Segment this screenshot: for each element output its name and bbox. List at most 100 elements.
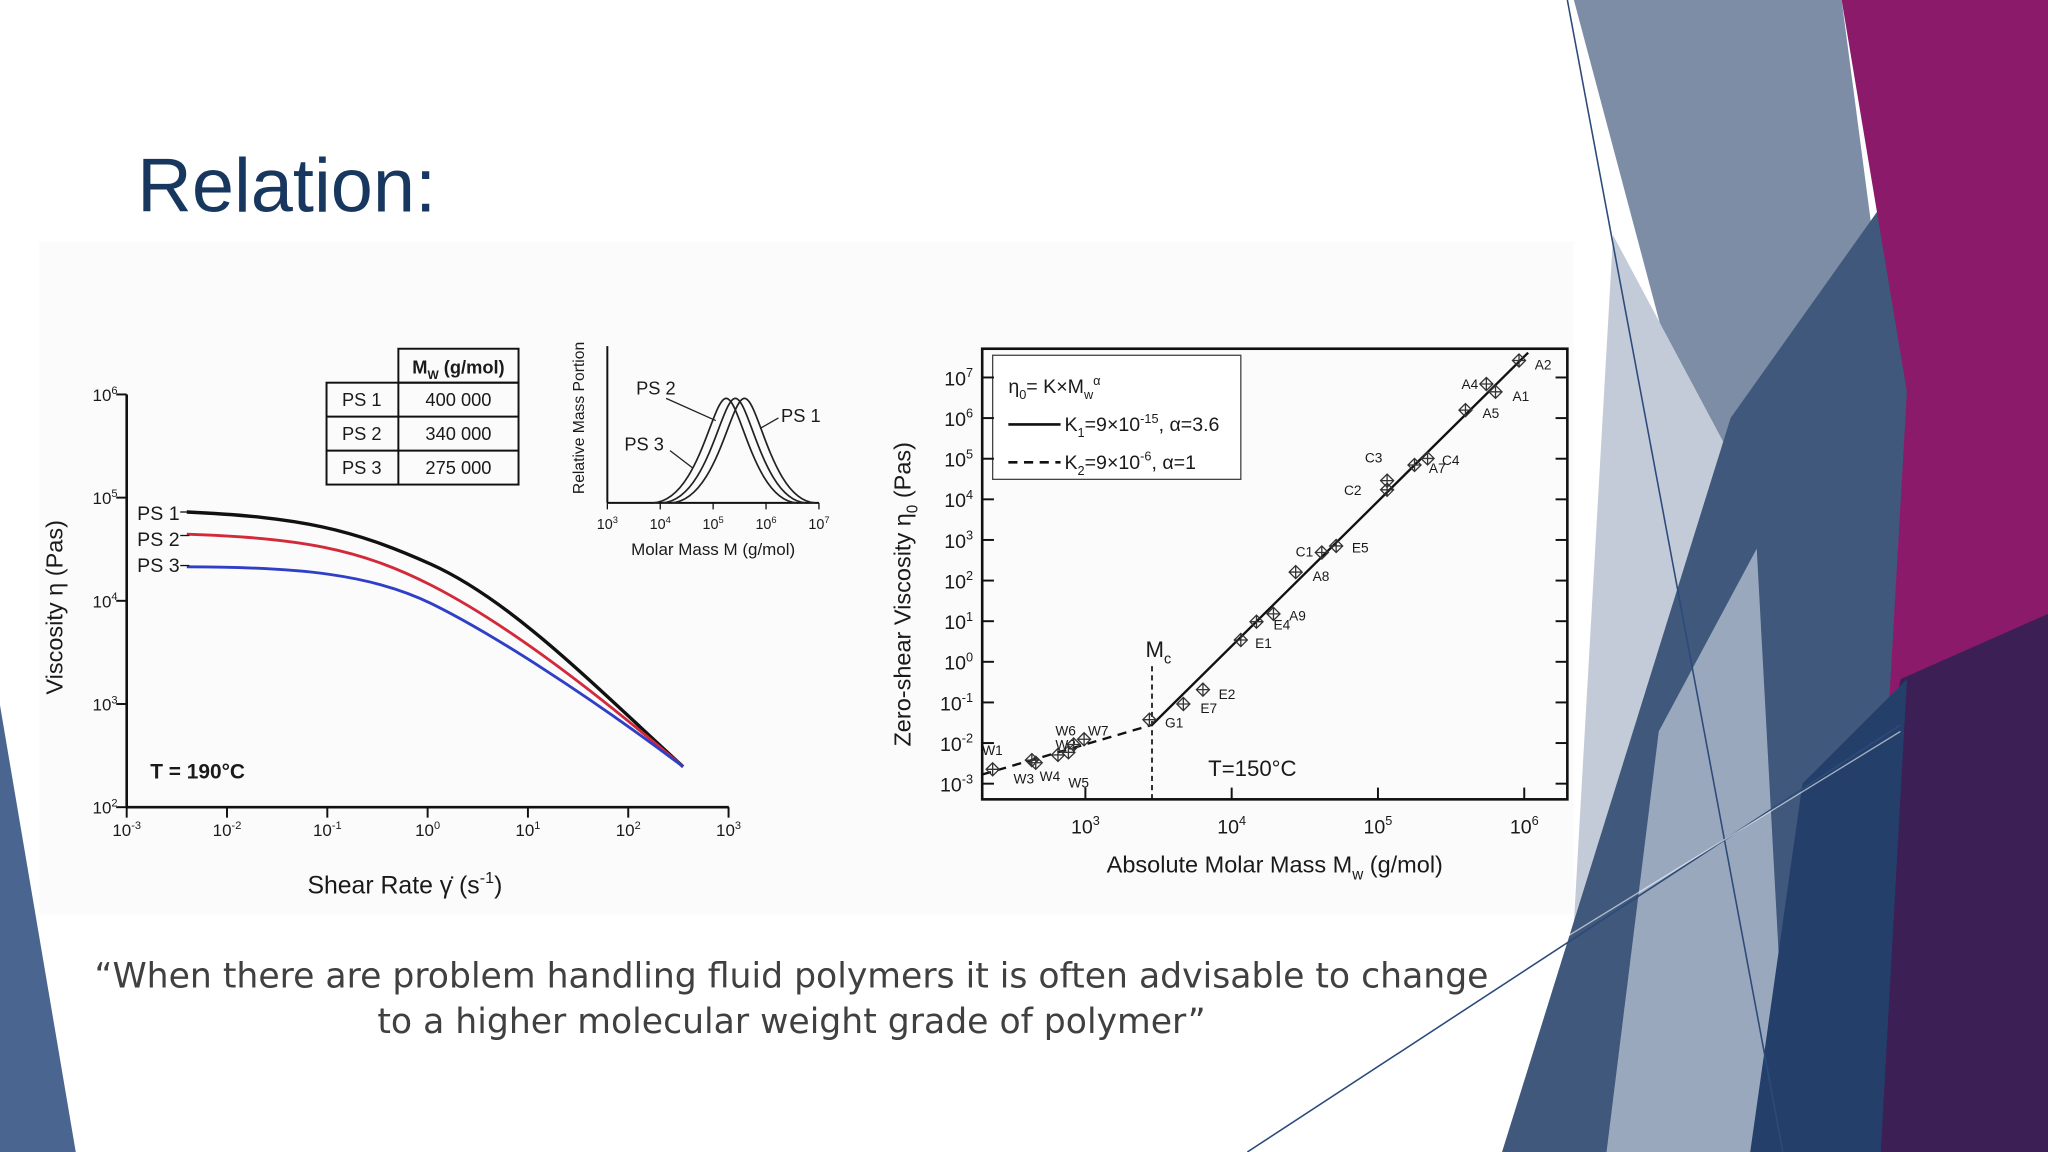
data-point [1458, 402, 1473, 418]
data-point [1511, 353, 1527, 368]
inset-curve [662, 397, 806, 504]
fit-dashed [981, 723, 1153, 776]
x-tick-label-part: 10 [313, 821, 332, 840]
y-tick-label-part: 10 [944, 653, 966, 675]
data-point [1195, 682, 1211, 698]
inset-x-tick-label-part: 4 [666, 515, 671, 525]
inset-x-tick-label: 106 [755, 515, 776, 533]
point-label: C1 [1296, 544, 1314, 559]
y-tick-label: 10-3 [940, 771, 973, 796]
data-point [1141, 712, 1157, 728]
point-label: E5 [1352, 540, 1369, 555]
point-label: W1 [982, 743, 1003, 758]
y-tick-label-part: -1 [962, 690, 973, 705]
x-tick-label-part: 0 [434, 820, 440, 832]
inset-x-tick-label-part: 10 [755, 517, 771, 533]
zero-shear-figure: 103 104 105 10610710610510410310210110010-1… [889, 347, 1569, 884]
x-tick-label: 104 [1217, 813, 1246, 838]
leader [669, 450, 693, 469]
y-axis-label: Zero-shear Viscosity η0 (Pas) [889, 442, 921, 747]
table-header-part: (g/mol) [439, 357, 505, 378]
x-tick-label-part: 10 [616, 821, 635, 840]
y-tick-label-part: 10 [93, 592, 112, 611]
x-axis-label-part: Absolute Molar Mass M [1107, 851, 1353, 877]
y-tick-label: 102 [93, 798, 118, 818]
point-label: C3 [1365, 450, 1383, 465]
inset-curve [671, 397, 816, 504]
x-tick-label: 102 [616, 820, 641, 840]
data-point [1478, 376, 1494, 392]
data-point [1407, 457, 1422, 473]
y-tick-label-part: 4 [111, 591, 117, 603]
x-tick-label: 103 [1071, 813, 1100, 838]
inset-x-tick-label: 105 [703, 515, 724, 533]
data-point [1076, 731, 1092, 747]
data-point [1066, 737, 1082, 752]
y-tick-label: 104 [944, 487, 973, 512]
y-tick-label-part: 2 [966, 568, 973, 583]
point-label: E2 [1219, 687, 1236, 702]
legend-entry-part: 1 [1078, 425, 1085, 440]
decor-shape [1606, 548, 1790, 1152]
inset-x-tick-label: 104 [650, 515, 671, 533]
x-tick-label-part: -3 [131, 820, 141, 832]
y-tick-label-part: 10 [940, 775, 962, 797]
data-point [1488, 384, 1503, 400]
critical-label: Mc [1145, 637, 1171, 668]
x-tick-label: 10-2 [213, 820, 242, 840]
table-cell: 275 000 [425, 457, 491, 478]
legend-entry: η0= K×Mwα [1008, 373, 1100, 402]
inset-x-tick-label-part: 10 [703, 517, 719, 533]
x-tick-label: 100 [415, 820, 440, 840]
point-label: C4 [1442, 453, 1460, 468]
inset-x-tick-label-part: 7 [824, 515, 829, 525]
plot-frame [980, 347, 1569, 801]
y-tick-label: 106 [944, 406, 973, 431]
y-tick-label-part: 5 [111, 488, 117, 500]
y-tick-label-part: 10 [944, 450, 966, 472]
inset-curve-label: PS 3 [624, 434, 664, 455]
inset-curve [653, 397, 797, 504]
inset-x-tick-label-part: 3 [613, 515, 618, 525]
quote-line: “When there are problem handling fluid p… [95, 956, 1489, 996]
y-tick-label-part: 6 [111, 385, 117, 397]
curve-ps1 [186, 510, 685, 768]
legend-entry: K2=9×10-6, α=1 [1064, 449, 1196, 478]
x-tick-label: 101 [515, 820, 540, 840]
point-label: A7 [1429, 461, 1446, 476]
y-tick-label-part: 1 [966, 609, 973, 624]
x-axis-label-part: Shear Rate γ̇ (s [307, 872, 479, 899]
inset-curve-label: PS 1 [781, 405, 821, 426]
x-tick-label-part: 1 [534, 820, 540, 832]
curve-label: PS 2 [137, 529, 179, 551]
x-axis-label-part: w [1351, 867, 1364, 884]
table-cell: 340 000 [425, 423, 491, 444]
curve-ps2 [186, 532, 685, 768]
x-axis-label-part: -1 [480, 869, 494, 887]
x-tick-label-part: -2 [232, 820, 242, 832]
curve-label: PS 1 [137, 503, 179, 525]
table-cell: PS 3 [342, 457, 382, 478]
point-label: A1 [1512, 389, 1529, 404]
x-tick-label-part: 3 [735, 820, 741, 832]
data-point [1266, 606, 1281, 622]
x-tick-label-part: 6 [1532, 813, 1539, 828]
y-tick-label-part: 2 [111, 798, 117, 810]
inset-x-label: Molar Mass M (g/mol) [631, 540, 795, 559]
annotation: T = 190°C [150, 760, 245, 783]
y-tick-label-part: 10 [93, 489, 112, 508]
inset-y-label: Relative Mass Portion [571, 342, 588, 494]
quote-line: to a higher molecular weight grade of po… [377, 1002, 1205, 1042]
legend-entry-part: , α=1 [1151, 452, 1196, 474]
x-tick-label-part: 10 [716, 821, 735, 840]
x-axis-label-part: ) [494, 872, 502, 899]
y-axis-label-part: 0 [904, 505, 921, 514]
legend-entry-part: α [1093, 373, 1100, 388]
x-tick-label-part: 10 [515, 821, 534, 840]
curve-ps3 [186, 565, 684, 768]
y-tick-label-part: 10 [944, 409, 966, 431]
table-cell: 400 000 [425, 389, 491, 410]
decor-line [1566, 0, 1784, 1152]
